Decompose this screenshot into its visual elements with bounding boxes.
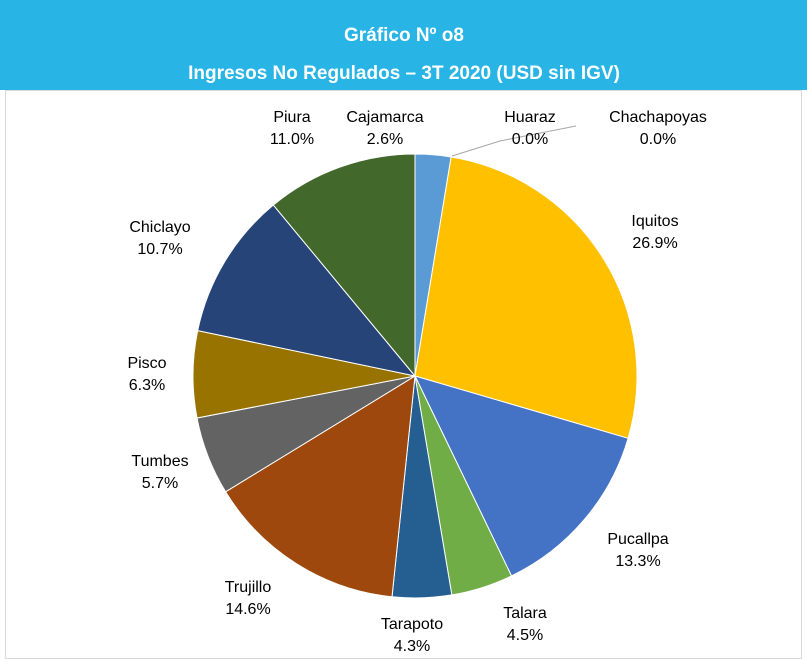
slice-label: Chiclayo [129, 219, 190, 236]
slice-value-label: 14.6% [225, 601, 270, 618]
slice-label: Iquitos [631, 213, 678, 230]
chart-subtitle: Ingresos No Regulados – 3T 2020 (USD sin… [188, 63, 620, 84]
slice-value-label: 11.0% [270, 131, 314, 148]
slice-value-label: 5.7% [142, 475, 178, 492]
slice-label: Pisco [127, 355, 166, 372]
chart-title: Gráfico Nº o8 [344, 25, 464, 46]
slice-label: Piura [273, 109, 310, 126]
pie-slice [272, 153, 416, 378]
slice-value-label: 2.6% [367, 131, 403, 148]
slice-label: Huaraz [504, 109, 556, 126]
slice-label: Cajamarca [346, 109, 423, 126]
slice-value-label: 0.0% [512, 131, 548, 148]
title-banner [0, 0, 807, 90]
slice-label: Pucallpa [607, 531, 668, 548]
pie-slice [414, 375, 629, 577]
slice-value-label: 0.0% [640, 131, 676, 148]
slice-label: Trujillo [225, 579, 272, 596]
pie-slice [197, 204, 417, 377]
slice-label: Tarapoto [381, 616, 443, 633]
slice-value-label: 13.3% [615, 553, 660, 570]
slice-label: Chachapoyas [609, 109, 707, 126]
slice-label: Talara [503, 605, 547, 622]
pie-slice [224, 375, 416, 598]
slice-value-label: 4.3% [394, 638, 430, 655]
leader-line [451, 125, 577, 157]
slice-value-label: 4.5% [507, 627, 543, 644]
slice-value-label: 6.3% [129, 377, 165, 394]
slice-value-label: 10.7% [137, 241, 182, 258]
pie-slice [414, 156, 638, 439]
slice-value-label: 26.9% [632, 235, 677, 252]
slice-label: Tumbes [131, 453, 188, 470]
